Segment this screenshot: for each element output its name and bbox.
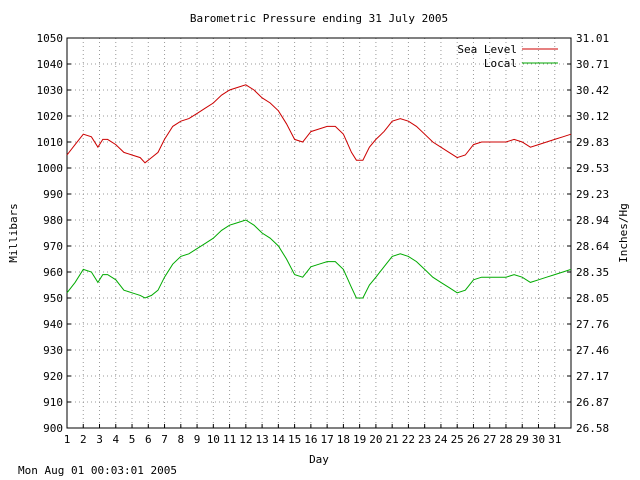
x-tick-label: 12 (239, 433, 252, 446)
y-tick-label-right: 28.64 (576, 240, 609, 253)
y-tick-label: 960 (43, 266, 63, 279)
y-axis-label-right: Inches/Hg (617, 203, 630, 263)
y-tick-label-right: 28.94 (576, 214, 609, 227)
x-tick-label: 7 (161, 433, 168, 446)
timestamp-footer: Mon Aug 01 00:03:01 2005 (18, 464, 177, 477)
series-group (66, 84, 572, 299)
y-tick-label: 1010 (37, 136, 64, 149)
y-tick-label-right: 26.58 (576, 422, 609, 435)
legend-label: Local (484, 57, 517, 70)
y-tick-label-right: 29.83 (576, 136, 609, 149)
y-tick-label-right: 30.12 (576, 110, 609, 123)
x-tick-label: 23 (418, 433, 431, 446)
y-tick-label-right: 30.71 (576, 58, 609, 71)
y-tick-label: 1040 (37, 58, 64, 71)
y-tick-label-right: 30.42 (576, 84, 609, 97)
y-tick-label-right: 27.46 (576, 344, 609, 357)
y-tick-label: 900 (43, 422, 63, 435)
x-axis-label: Day (309, 453, 329, 466)
y-tick-label-right: 29.23 (576, 188, 609, 201)
series-line-sea-level (66, 84, 572, 164)
y-tick-label-right: 27.17 (576, 370, 609, 383)
y-tick-label: 980 (43, 214, 63, 227)
y-tick-label-right: 28.05 (576, 292, 609, 305)
x-tick-label: 28 (499, 433, 512, 446)
y-tick-label: 940 (43, 318, 63, 331)
y-tick-label-right: 29.53 (576, 162, 609, 175)
x-tick-label: 2 (80, 433, 87, 446)
plot-frame (66, 37, 572, 429)
x-tick-label: 27 (483, 433, 496, 446)
y-tick-label: 930 (43, 344, 63, 357)
left-axis: 900 910 920 930 940 950 960 970 980 990 1000 1010 10… (37, 32, 71, 435)
x-tick-label: 25 (451, 433, 464, 446)
y-tick-label-right: 28.35 (576, 266, 609, 279)
y-tick-label: 1030 (37, 84, 64, 97)
y-tick-label: 1000 (37, 162, 64, 175)
x-tick-label: 16 (304, 433, 317, 446)
x-tick-label: 3 (96, 433, 103, 446)
x-tick-label: 19 (353, 433, 366, 446)
grid (67, 38, 571, 428)
x-tick-label: 30 (532, 433, 545, 446)
y-tick-label: 920 (43, 370, 63, 383)
x-tick-label: 26 (467, 433, 480, 446)
x-tick-label: 6 (145, 433, 152, 446)
x-tick-label: 21 (386, 433, 399, 446)
x-tick-label: 13 (255, 433, 268, 446)
x-tick-label: 29 (516, 433, 529, 446)
y-tick-label-right: 26.87 (576, 396, 609, 409)
y-tick-label: 1020 (37, 110, 64, 123)
x-tick-label: 1 (64, 433, 71, 446)
x-tick-label: 31 (548, 433, 561, 446)
x-tick-label: 5 (129, 433, 136, 446)
chart-title: Barometric Pressure ending 31 July 2005 (190, 12, 448, 25)
y-tick-label: 970 (43, 240, 63, 253)
x-tick-label: 11 (223, 433, 236, 446)
y-tick-label-right: 31.01 (576, 32, 609, 45)
y-tick-label: 910 (43, 396, 63, 409)
x-tick-label: 20 (369, 433, 382, 446)
y-tick-label: 990 (43, 188, 63, 201)
x-tick-label: 8 (177, 433, 184, 446)
legend-label: Sea Level (457, 43, 517, 56)
x-tick-label: 15 (288, 433, 301, 446)
x-tick-label: 24 (434, 433, 448, 446)
x-tick-label: 10 (207, 433, 220, 446)
y-tick-label-right: 27.76 (576, 318, 609, 331)
y-axis-label-left: Millibars (7, 203, 20, 263)
right-axis: 26.58 26.87 27.17 27.46 27.76 28.05 28.35 28.64… (567, 32, 609, 435)
x-tick-label: 17 (321, 433, 334, 446)
x-tick-label: 18 (337, 433, 350, 446)
x-tick-label: 9 (194, 433, 201, 446)
y-tick-label: 1050 (37, 32, 64, 45)
x-tick-label: 22 (402, 433, 415, 446)
x-tick-label: 14 (272, 433, 286, 446)
x-tick-label: 4 (112, 433, 119, 446)
series-line-local (66, 219, 572, 299)
y-tick-label: 950 (43, 292, 63, 305)
x-axis: 1 2 3 4 5 6 7 8 9 10 11 12 13 14 15 16 17 18 19 20 21 22 23 24 2… (64, 424, 561, 446)
